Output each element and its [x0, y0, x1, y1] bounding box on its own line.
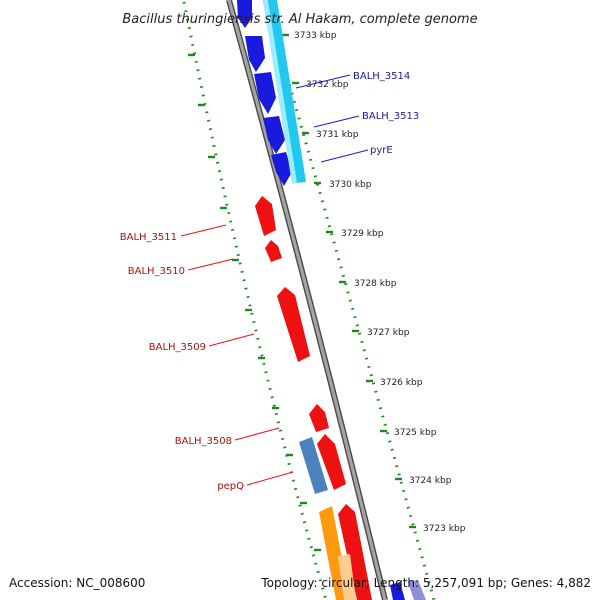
map-title: Bacillus thuringiensis str. Al Hakam, co… [122, 12, 477, 27]
steelblue-feature [299, 437, 328, 494]
leader-line [234, 427, 280, 441]
leader-line [187, 258, 234, 271]
gene-label: pepQ [217, 481, 244, 492]
leader-line [180, 224, 227, 237]
gene-label: BALH_3511 [120, 232, 177, 243]
tick-labels: 3733 kbp 3732 kbp 3731 kbp 3730 kbp 3729… [294, 31, 466, 534]
forward-cds [263, 116, 285, 154]
leader-line [208, 333, 255, 347]
forward-gene-labels: BALH_3514 BALH_3513 pyrE [295, 71, 419, 163]
cyan-feature [268, 0, 306, 183]
forward-strand-features [237, 0, 306, 186]
gene-label: BALH_3509 [149, 342, 206, 353]
reverse-cds [277, 287, 310, 362]
leader-line [295, 74, 351, 89]
tick-label: 3725 kbp [394, 428, 437, 438]
reverse-strand-features [255, 196, 372, 600]
tick-label: 3731 kbp [316, 130, 359, 140]
tick-label: 3728 kbp [354, 279, 397, 289]
gene-label: BALH_3513 [362, 111, 419, 122]
leader-line [313, 115, 360, 128]
light-cyan-feature [263, 0, 297, 184]
forward-cds [254, 72, 276, 114]
inner-major-ticks [188, 53, 321, 552]
gene-label: pyrE [370, 145, 393, 156]
bottom-steel-feature [408, 580, 426, 600]
inner-tick-ring [182, 1, 328, 600]
tick-label: 3723 kbp [423, 524, 466, 534]
forward-cds [271, 152, 292, 186]
tick-label: 3726 kbp [380, 378, 423, 388]
tick-label: 3732 kbp [306, 80, 349, 90]
tick-label: 3733 kbp [294, 31, 337, 41]
reverse-cds [265, 240, 282, 262]
leader-line [246, 471, 294, 486]
forward-cds [245, 36, 265, 72]
accession-text: Accession: NC_008600 [9, 576, 145, 590]
reverse-cds [338, 504, 372, 600]
tick-label: 3727 kbp [367, 328, 410, 338]
reverse-gene-labels: BALH_3511 BALH_3510 BALH_3509 BALH_3508 … [120, 224, 294, 492]
tick-label: 3729 kbp [341, 229, 384, 239]
reverse-cds [309, 404, 329, 432]
genome-summary-text: Topology: circular; Length: 5,257,091 bp… [260, 576, 591, 590]
bottom-forward-cds [390, 582, 405, 600]
tick-label: 3730 kbp [329, 180, 372, 190]
gene-label: BALH_3510 [128, 266, 185, 277]
peach-feature [338, 554, 356, 600]
outer-major-ticks [282, 33, 416, 529]
reverse-cds [255, 196, 276, 236]
forward-cds [237, 0, 252, 28]
gene-label: BALH_3508 [175, 436, 232, 447]
reverse-cds [317, 434, 346, 490]
backbone [227, 0, 387, 600]
leader-line [320, 149, 369, 163]
gene-label: BALH_3514 [353, 71, 410, 82]
tick-label: 3724 kbp [409, 476, 452, 486]
